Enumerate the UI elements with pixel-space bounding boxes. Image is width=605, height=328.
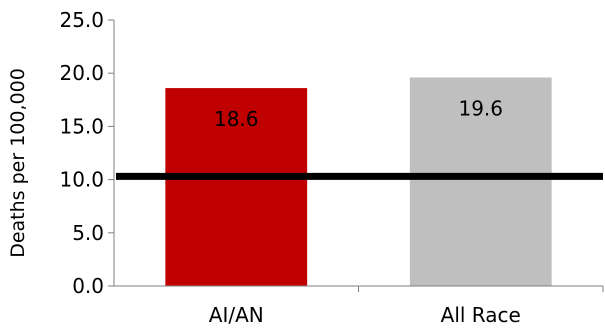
y-tick-label: 25.0 xyxy=(59,8,104,32)
y-tick-label: 20.0 xyxy=(59,61,104,85)
y-tick-label: 0.0 xyxy=(72,274,104,298)
y-tick-label: 5.0 xyxy=(72,221,104,245)
bar-data-label: 19.6 xyxy=(458,96,503,120)
bar xyxy=(409,77,552,287)
y-tick-label: 10.0 xyxy=(59,168,104,192)
x-tick-label: All Race xyxy=(441,303,521,327)
bar-data-label: 18.6 xyxy=(214,107,259,131)
x-axis-ticks: AI/AN All Race xyxy=(209,286,604,327)
y-axis-title: Deaths per 100,000 xyxy=(7,68,29,258)
bars: 18.6 19.6 xyxy=(165,77,552,287)
y-tick-label: 15.0 xyxy=(59,114,104,138)
bar xyxy=(165,88,308,286)
x-tick-label: AI/AN xyxy=(209,303,264,327)
y-axis-ticks: 0.0 5.0 10.0 15.0 20.0 25.0 xyxy=(59,8,114,298)
